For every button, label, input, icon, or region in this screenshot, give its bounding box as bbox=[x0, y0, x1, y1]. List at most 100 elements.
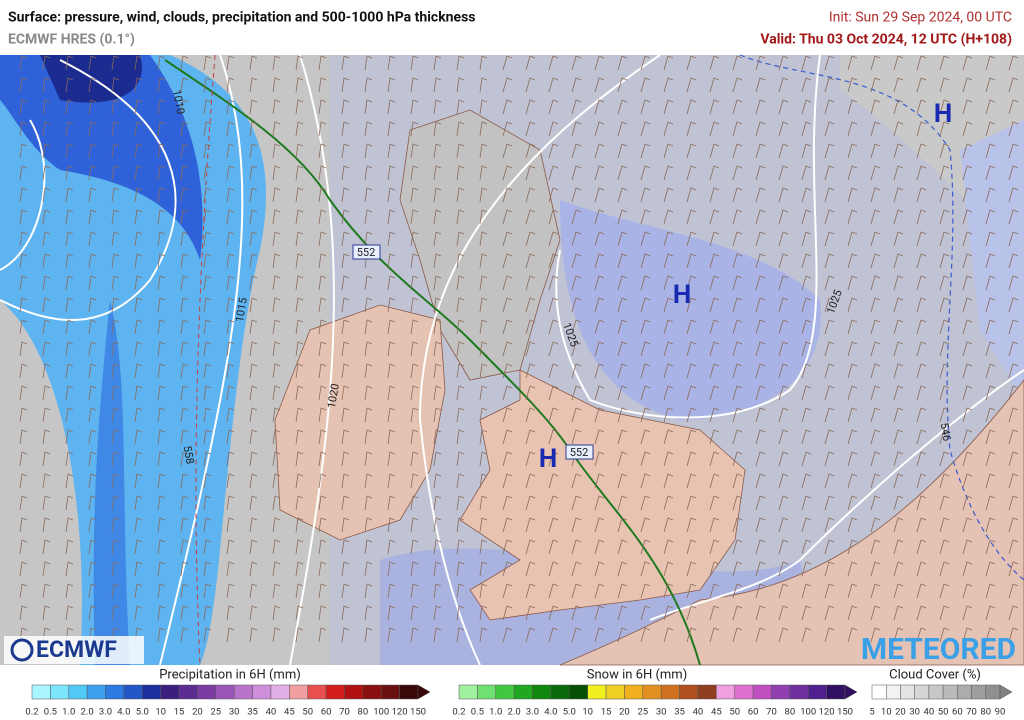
wind-barb bbox=[985, 341, 996, 357]
wind-barb bbox=[157, 143, 166, 159]
wind-barb bbox=[203, 253, 212, 269]
wind-barb bbox=[686, 473, 697, 489]
wind-barb bbox=[939, 165, 950, 181]
wind-barb bbox=[479, 627, 488, 643]
wind-barb bbox=[663, 451, 674, 467]
wind-barb bbox=[525, 341, 536, 357]
wind-barb bbox=[663, 473, 674, 489]
wind-barb bbox=[985, 429, 996, 445]
wind-barb bbox=[1008, 627, 1019, 643]
wind-barb bbox=[801, 385, 812, 401]
wind-barb bbox=[709, 429, 720, 445]
wind-barb bbox=[19, 55, 28, 71]
wind-barb bbox=[295, 605, 304, 621]
wind-barb bbox=[341, 341, 350, 357]
wind-barb bbox=[939, 121, 950, 137]
wind-barb bbox=[824, 121, 835, 137]
wind-barb bbox=[226, 275, 235, 291]
wind-barb bbox=[410, 77, 419, 93]
wind-barb bbox=[962, 99, 973, 115]
wind-barb bbox=[364, 297, 373, 313]
wind-barb bbox=[594, 143, 605, 159]
wind-barb bbox=[295, 297, 304, 313]
wind-barb bbox=[295, 517, 304, 533]
wind-barb bbox=[341, 495, 350, 511]
wind-barb bbox=[916, 451, 927, 467]
wind-barb bbox=[916, 539, 927, 555]
wind-barb bbox=[387, 407, 396, 423]
wind-barb bbox=[985, 77, 996, 93]
wind-barb bbox=[893, 209, 904, 225]
wind-barb bbox=[801, 231, 812, 247]
wind-barb bbox=[870, 231, 881, 247]
wind-barb bbox=[111, 297, 120, 313]
wind-barb bbox=[962, 143, 973, 159]
wind-barb bbox=[893, 495, 904, 511]
wind-barb bbox=[594, 407, 605, 423]
wind-barb bbox=[203, 121, 212, 137]
wind-barb bbox=[111, 143, 120, 159]
wind-barb bbox=[778, 583, 789, 599]
wind-barb bbox=[134, 451, 143, 467]
wind-barb bbox=[893, 605, 904, 621]
wind-barb bbox=[19, 253, 28, 269]
wind-barb bbox=[19, 319, 28, 335]
wind-barb bbox=[525, 275, 536, 291]
wind-barb bbox=[847, 451, 858, 467]
wind-barb bbox=[387, 583, 396, 599]
legend-tick-label: 80 bbox=[785, 707, 796, 718]
wind-barb bbox=[1008, 341, 1019, 357]
wind-barb bbox=[962, 627, 973, 643]
legend-tick-label: 70 bbox=[966, 707, 977, 718]
wind-barb bbox=[433, 77, 442, 93]
wind-barb bbox=[88, 275, 97, 291]
wind-barb bbox=[732, 319, 743, 335]
wind-barb bbox=[847, 55, 858, 71]
wind-barb bbox=[755, 297, 766, 313]
legend-swatch bbox=[660, 684, 680, 700]
legend-swatch bbox=[928, 684, 944, 700]
wind-barb bbox=[341, 297, 350, 313]
wind-barb bbox=[433, 209, 442, 225]
wind-barb bbox=[456, 495, 465, 511]
high-pressure: H bbox=[539, 444, 557, 474]
wind-barb bbox=[939, 77, 950, 93]
wind-barb bbox=[295, 99, 304, 115]
wind-barb bbox=[387, 627, 396, 643]
wind-barb bbox=[65, 517, 74, 533]
wind-barb bbox=[916, 55, 927, 71]
wind-barb bbox=[410, 385, 419, 401]
wind-barb bbox=[709, 319, 720, 335]
wind-barb bbox=[617, 385, 628, 401]
wind-barb bbox=[1008, 495, 1019, 511]
wind-barb bbox=[985, 583, 996, 599]
wind-barb bbox=[640, 165, 651, 181]
wind-barb bbox=[502, 451, 513, 467]
wind-barb bbox=[42, 55, 51, 71]
wind-barb bbox=[203, 429, 212, 445]
wind-barb bbox=[226, 539, 235, 555]
wind-barb bbox=[1008, 99, 1019, 115]
legend-swatch bbox=[642, 684, 662, 700]
wind-barb bbox=[387, 451, 396, 467]
wind-barb bbox=[364, 319, 373, 335]
wind-barb bbox=[433, 231, 442, 247]
wind-barb bbox=[88, 297, 97, 313]
wind-barb bbox=[801, 473, 812, 489]
wind-barb bbox=[663, 77, 674, 93]
legend-tick-label: 2.0 bbox=[81, 707, 94, 718]
wind-barb bbox=[709, 209, 720, 225]
wind-barb bbox=[364, 165, 373, 181]
isobar-label: 1020 bbox=[325, 383, 342, 410]
wind-barb bbox=[226, 231, 235, 247]
wind-barb bbox=[594, 385, 605, 401]
wind-barb bbox=[755, 363, 766, 379]
wind-barb bbox=[19, 99, 28, 115]
wind-barb bbox=[640, 429, 651, 445]
wind-barb bbox=[847, 275, 858, 291]
wind-barb bbox=[272, 583, 281, 599]
legend-swatch bbox=[197, 684, 217, 700]
wind-barb bbox=[778, 451, 789, 467]
wind-barb bbox=[617, 55, 628, 71]
wind-barb bbox=[778, 187, 789, 203]
